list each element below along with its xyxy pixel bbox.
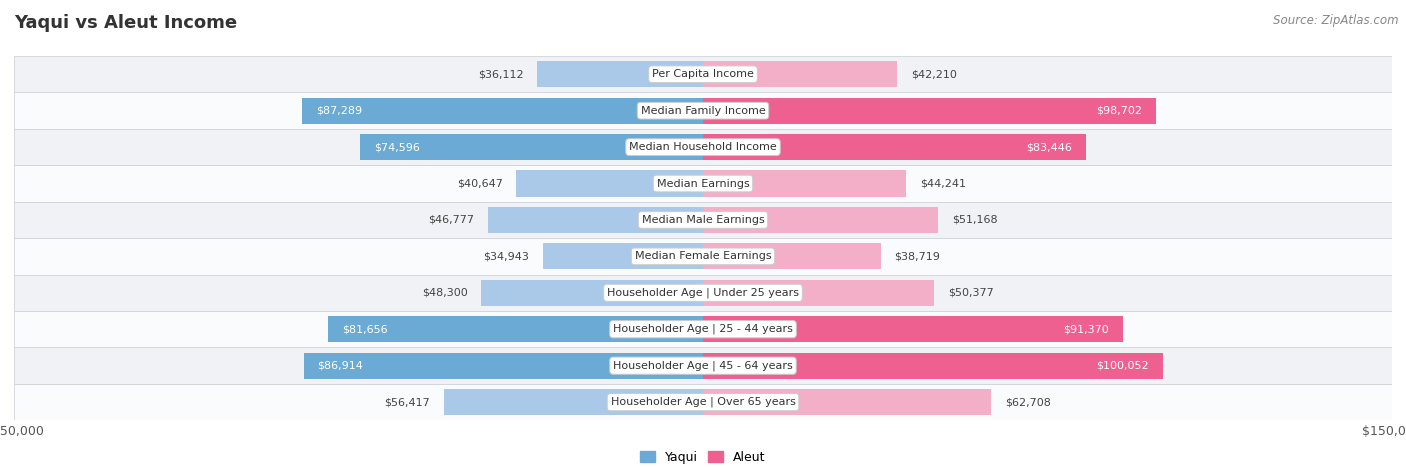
Text: Householder Age | Under 25 years: Householder Age | Under 25 years [607,288,799,298]
Text: Median Female Earnings: Median Female Earnings [634,251,772,262]
Bar [703,316,1122,342]
Bar [703,61,897,87]
Bar [516,170,703,197]
Bar [328,316,703,342]
Text: Per Capita Income: Per Capita Income [652,69,754,79]
FancyBboxPatch shape [14,56,1392,92]
Text: $46,777: $46,777 [429,215,474,225]
FancyBboxPatch shape [14,165,1392,202]
Text: $100,052: $100,052 [1097,361,1149,371]
Text: $86,914: $86,914 [318,361,364,371]
Text: Householder Age | Over 65 years: Householder Age | Over 65 years [610,397,796,407]
Bar [488,207,703,233]
Text: $36,112: $36,112 [478,69,523,79]
Text: Yaqui vs Aleut Income: Yaqui vs Aleut Income [14,14,238,32]
Text: $50,377: $50,377 [948,288,994,298]
Text: Householder Age | 25 - 44 years: Householder Age | 25 - 44 years [613,324,793,334]
Text: Householder Age | 45 - 64 years: Householder Age | 45 - 64 years [613,361,793,371]
Bar [703,389,991,415]
Bar [703,243,880,269]
Bar [304,353,703,379]
Text: $48,300: $48,300 [422,288,467,298]
Text: $81,656: $81,656 [342,324,388,334]
Text: $62,708: $62,708 [1005,397,1050,407]
Text: $44,241: $44,241 [920,178,966,189]
Text: $51,168: $51,168 [952,215,997,225]
Bar [703,280,935,306]
Text: Median Family Income: Median Family Income [641,106,765,116]
Bar [481,280,703,306]
FancyBboxPatch shape [14,129,1392,165]
Bar [302,98,703,124]
Text: $34,943: $34,943 [482,251,529,262]
Text: $38,719: $38,719 [894,251,941,262]
Bar [444,389,703,415]
Bar [543,243,703,269]
Bar [703,134,1087,160]
Text: Median Male Earnings: Median Male Earnings [641,215,765,225]
Text: $83,446: $83,446 [1026,142,1073,152]
Text: $98,702: $98,702 [1097,106,1143,116]
Bar [360,134,703,160]
Bar [703,353,1163,379]
Text: Source: ZipAtlas.com: Source: ZipAtlas.com [1274,14,1399,27]
Text: $42,210: $42,210 [911,69,956,79]
FancyBboxPatch shape [14,202,1392,238]
Text: $91,370: $91,370 [1063,324,1109,334]
Legend: Yaqui, Aleut: Yaqui, Aleut [636,446,770,467]
Bar [703,170,907,197]
Text: $74,596: $74,596 [374,142,420,152]
FancyBboxPatch shape [14,238,1392,275]
Bar [537,61,703,87]
Text: $87,289: $87,289 [316,106,361,116]
FancyBboxPatch shape [14,92,1392,129]
Bar [703,98,1156,124]
Bar [703,207,938,233]
Text: $56,417: $56,417 [384,397,430,407]
Text: Median Earnings: Median Earnings [657,178,749,189]
Text: $40,647: $40,647 [457,178,502,189]
Text: Median Household Income: Median Household Income [628,142,778,152]
FancyBboxPatch shape [14,384,1392,420]
FancyBboxPatch shape [14,311,1392,347]
FancyBboxPatch shape [14,275,1392,311]
FancyBboxPatch shape [14,347,1392,384]
